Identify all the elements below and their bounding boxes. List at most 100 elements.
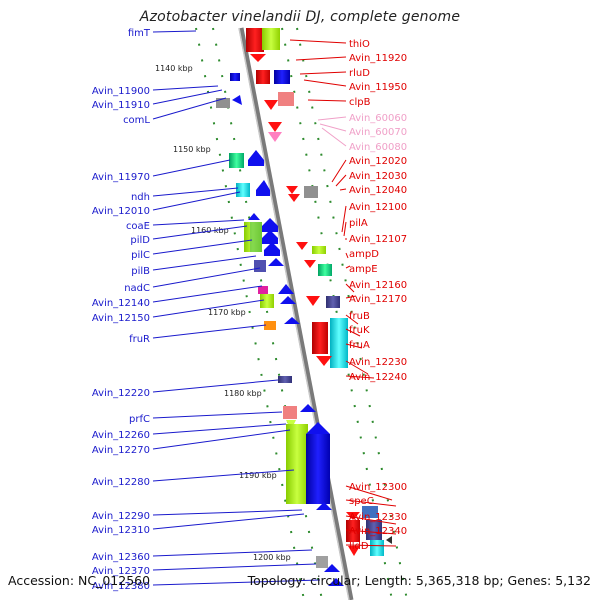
tick-label: 1200 kbp [253, 553, 291, 562]
gene-label: Avin_12020 [349, 156, 407, 167]
gene-label: Avin_12310 [92, 525, 150, 536]
gene-label: Avin_12107 [349, 234, 407, 245]
genome-summary: Topology: circular; Length: 5,365,318 bp… [247, 573, 591, 588]
gene-leader-line [152, 411, 283, 419]
gene-label: speC [349, 496, 374, 507]
gene-leader-line [345, 499, 397, 507]
left-gene-labels: fimT Avin_11900 Avin_11910 comL Avin_11970nd… [92, 28, 321, 592]
tick-label: 1150 kbp [173, 145, 211, 154]
gene-label: pilA [349, 218, 368, 229]
gene-label: Avin_12330 [349, 512, 407, 523]
gene-leader-line [295, 56, 347, 61]
gene-label: Avin_12230 [349, 357, 407, 368]
right-gene-labels: thiO Avin_11920 rluD Avin_11950 clpB Avin_600… [289, 39, 407, 552]
gene-label: Avin_12220 [92, 388, 150, 399]
track-dots [195, 27, 408, 600]
gene-label: Avin_60080 [349, 142, 407, 153]
gene-leader-line [152, 379, 279, 393]
gene-leader-line [152, 429, 291, 450]
gene-label: Avin_12170 [349, 294, 407, 305]
gene-label: coaE [126, 221, 150, 232]
gene-leader-line [341, 205, 347, 233]
gene-leader-line [345, 252, 349, 259]
gene-leader-line [152, 159, 231, 177]
gene-label: Avin_11950 [349, 82, 407, 93]
gene-leader-line [343, 221, 347, 237]
gene-label: ampE [349, 264, 378, 275]
gene-label: fruK [349, 325, 370, 336]
tick-label: 1190 kbp [239, 471, 277, 480]
gene-label: Avin_12270 [92, 445, 150, 456]
gene-leader-line [299, 71, 347, 75]
gene-label: Avin_12150 [92, 313, 150, 324]
gene-leader-line [319, 123, 347, 132]
tick-label: 1160 kbp [191, 226, 229, 235]
gene-leader-line [152, 324, 267, 339]
gene-label: fruA [349, 340, 370, 351]
gene-label: Avin_12380 [92, 581, 150, 592]
gene-leader-line [345, 515, 397, 525]
gene-label: Avin_11920 [349, 53, 407, 64]
gene-label: comL [123, 115, 150, 126]
gene-label: nadC [124, 283, 150, 294]
gene-leader-line [152, 255, 257, 271]
gene-label: clpB [349, 97, 371, 108]
gene-label: Avin_60060 [349, 113, 407, 124]
gene-leader-line [345, 360, 369, 375]
gene-leader-line [152, 239, 253, 255]
tick-label: 1140 kbp [155, 64, 193, 73]
gene-label: pilD [130, 235, 150, 246]
gene-label: Avin_11900 [92, 86, 150, 97]
left-gene-track [216, 73, 344, 586]
gene-label: fimT [128, 28, 151, 39]
right-gene-track [246, 28, 392, 556]
gene-label: Avin_11910 [92, 100, 150, 111]
gene-label: Avin_12010 [92, 206, 150, 217]
gene-leader-line [152, 225, 248, 240]
gene-label: pilC [131, 250, 150, 261]
gene-label: fruR [129, 334, 150, 345]
gene-label: thiO [349, 39, 370, 50]
gene-label: Avin_12140 [92, 298, 150, 309]
gene-leader-line [345, 295, 357, 299]
gene-leader-line [345, 265, 351, 269]
gene-label: pilB [131, 266, 150, 277]
accession-text: Accession: NC_012560 [8, 573, 151, 588]
gene-label: Avin_60070 [349, 127, 407, 138]
gene-leader-line [339, 188, 347, 191]
gene-leader-line [152, 89, 223, 105]
gene-leader-line [152, 579, 321, 586]
gene-leader-line [335, 174, 347, 187]
gene-leader-line [303, 79, 347, 87]
gene-leader-line [152, 509, 303, 516]
gene-leader-line [345, 375, 375, 379]
gene-leader-line [345, 328, 361, 337]
kbp-ticks: 1140 kbp 1150 kbp 1160 kbp 1170 kbp 1180… [155, 64, 291, 562]
gene-label: lldD [349, 541, 369, 552]
gene-leader-line [152, 423, 287, 435]
gene-label: Avin_12030 [349, 171, 407, 182]
gene-label: Avin_12340 [349, 526, 407, 537]
gene-leader-line [152, 513, 305, 530]
gene-leader-line [307, 99, 347, 102]
gene-label: rluD [349, 68, 370, 79]
gene-leader-line [331, 159, 347, 183]
gene-leader-line [152, 549, 313, 557]
gene-leader-line [152, 267, 261, 288]
gene-label: ampD [349, 249, 379, 260]
gene-label: fruB [349, 311, 370, 322]
tick-label: 1180 kbp [224, 389, 262, 398]
tick-label: 1170 kbp [208, 308, 246, 317]
gene-leader-line [317, 116, 347, 121]
gene-leader-line [152, 85, 219, 91]
gene-leader-line [152, 30, 197, 33]
gene-leader-line [152, 563, 317, 571]
gene-label: Avin_12290 [92, 511, 150, 522]
gene-leader-line [321, 127, 347, 147]
gene-label: Avin_12240 [349, 372, 407, 383]
gene-label: Avin_12260 [92, 430, 150, 441]
gene-leader-line [152, 187, 239, 197]
gene-label: Avin_12100 [349, 202, 407, 213]
gene-leader-line [345, 283, 355, 293]
gene-label: Avin_12360 [92, 552, 150, 563]
